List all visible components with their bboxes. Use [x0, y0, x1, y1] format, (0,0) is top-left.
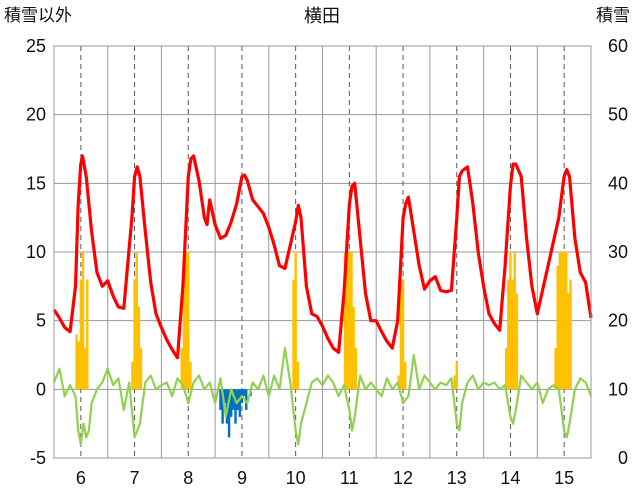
- y-right-tick: 50: [608, 105, 628, 125]
- precipitation-bar: [184, 252, 188, 390]
- precipitation-bar: [294, 252, 297, 390]
- precipitation-bar: [75, 334, 78, 390]
- precipitation-bar: [556, 265, 559, 390]
- precipitation-bar: [189, 361, 192, 390]
- precipitation-bar: [180, 348, 184, 390]
- snow_depth_change-bar: [227, 389, 231, 438]
- precipitation-bar: [343, 252, 347, 390]
- y-left-tick: 25: [26, 36, 46, 56]
- x-tick: 14: [500, 468, 520, 488]
- precipitation-bar: [81, 252, 85, 390]
- precipitation-bar: [79, 279, 83, 390]
- sunshine_or_other-line: [52, 347, 593, 446]
- precipitation-bar: [77, 341, 80, 390]
- temperature-line: [52, 154, 593, 360]
- precipitation-bar: [182, 279, 186, 390]
- x-tick: 15: [554, 468, 574, 488]
- snow_depth_change-bar: [223, 389, 226, 404]
- right-axis-label: 積雪: [596, 6, 630, 25]
- snow_depth_change-bar: [238, 389, 242, 417]
- x-tick: 10: [286, 468, 306, 488]
- x-tick: 12: [393, 468, 413, 488]
- x-tick: 7: [130, 468, 140, 488]
- precipitation-bar: [403, 361, 407, 390]
- precipitation-bar: [511, 279, 514, 390]
- precipitation-bar: [187, 252, 190, 390]
- precipitation-bar: [139, 348, 143, 390]
- precipitation-bar: [296, 361, 300, 390]
- precipitation-bar: [515, 293, 519, 390]
- precipitation-bar: [345, 252, 349, 390]
- precipitation-bar: [83, 348, 87, 390]
- precipitation-bar: [348, 252, 351, 390]
- snow_depth_change-bar: [242, 389, 246, 397]
- snow_depth_change-bar: [234, 389, 237, 424]
- precipitation-bar: [558, 252, 562, 390]
- snow_depth_change-bar: [245, 389, 248, 410]
- precipitation-bar: [509, 252, 512, 390]
- precipitation-bar: [562, 252, 566, 390]
- snow_depth_change-bar: [236, 389, 239, 410]
- precipitation-bar: [354, 348, 358, 390]
- snow_depth_change-bar: [232, 389, 235, 410]
- precipitation-bar: [350, 252, 353, 390]
- y-left-tick: 0: [36, 379, 46, 399]
- x-tick: 8: [183, 468, 193, 488]
- chart-title: 横田: [304, 6, 340, 26]
- precipitation-bar: [137, 306, 141, 390]
- precipitation-bar: [292, 279, 295, 390]
- precipitation-bar: [133, 279, 136, 390]
- precipitation-bar: [135, 252, 138, 390]
- precipitation-bar: [504, 348, 508, 390]
- left-axis-label: 積雪以外: [4, 6, 72, 25]
- y-right-tick: 40: [608, 173, 628, 193]
- y-right-tick: 60: [608, 36, 628, 56]
- y-right-tick: 30: [608, 242, 628, 262]
- y-right-tick: 20: [608, 311, 628, 331]
- x-tick: 9: [237, 468, 247, 488]
- precipitation-bar: [86, 279, 89, 390]
- precipitation-bar: [560, 252, 564, 390]
- plot-frame: [53, 45, 592, 459]
- precipitation-bar: [352, 306, 355, 390]
- series-lines: [52, 154, 593, 446]
- precipitation-bar: [567, 293, 570, 390]
- x-tick: 6: [76, 468, 86, 488]
- precipitation-bar: [569, 279, 572, 390]
- precipitation-bar: [401, 279, 405, 390]
- precipitation-bar: [513, 252, 516, 390]
- y-left-tick: 5: [36, 311, 46, 331]
- precipitation-bar: [455, 361, 458, 390]
- precipitation-bar: [565, 252, 568, 390]
- x-tick: 11: [340, 468, 359, 488]
- precipitation-bar: [399, 279, 403, 390]
- y-right-tick: 10: [608, 379, 628, 399]
- y-left-tick: 15: [26, 173, 46, 193]
- precipitation-bar: [453, 375, 456, 390]
- y-left-tick: 20: [26, 105, 46, 125]
- snow_depth_change-bar: [219, 389, 222, 410]
- precipitation-bar: [507, 279, 510, 390]
- precipitation-bar: [554, 348, 557, 390]
- precipitation-bar: [131, 361, 134, 390]
- x-tick: 13: [447, 468, 467, 488]
- snow_depth_change-bar: [230, 389, 233, 417]
- y-left-tick: 10: [26, 242, 46, 262]
- snow_depth_change-bar: [221, 389, 224, 424]
- y-left-tick: -5: [30, 448, 46, 468]
- y-right-tick: 0: [618, 448, 628, 468]
